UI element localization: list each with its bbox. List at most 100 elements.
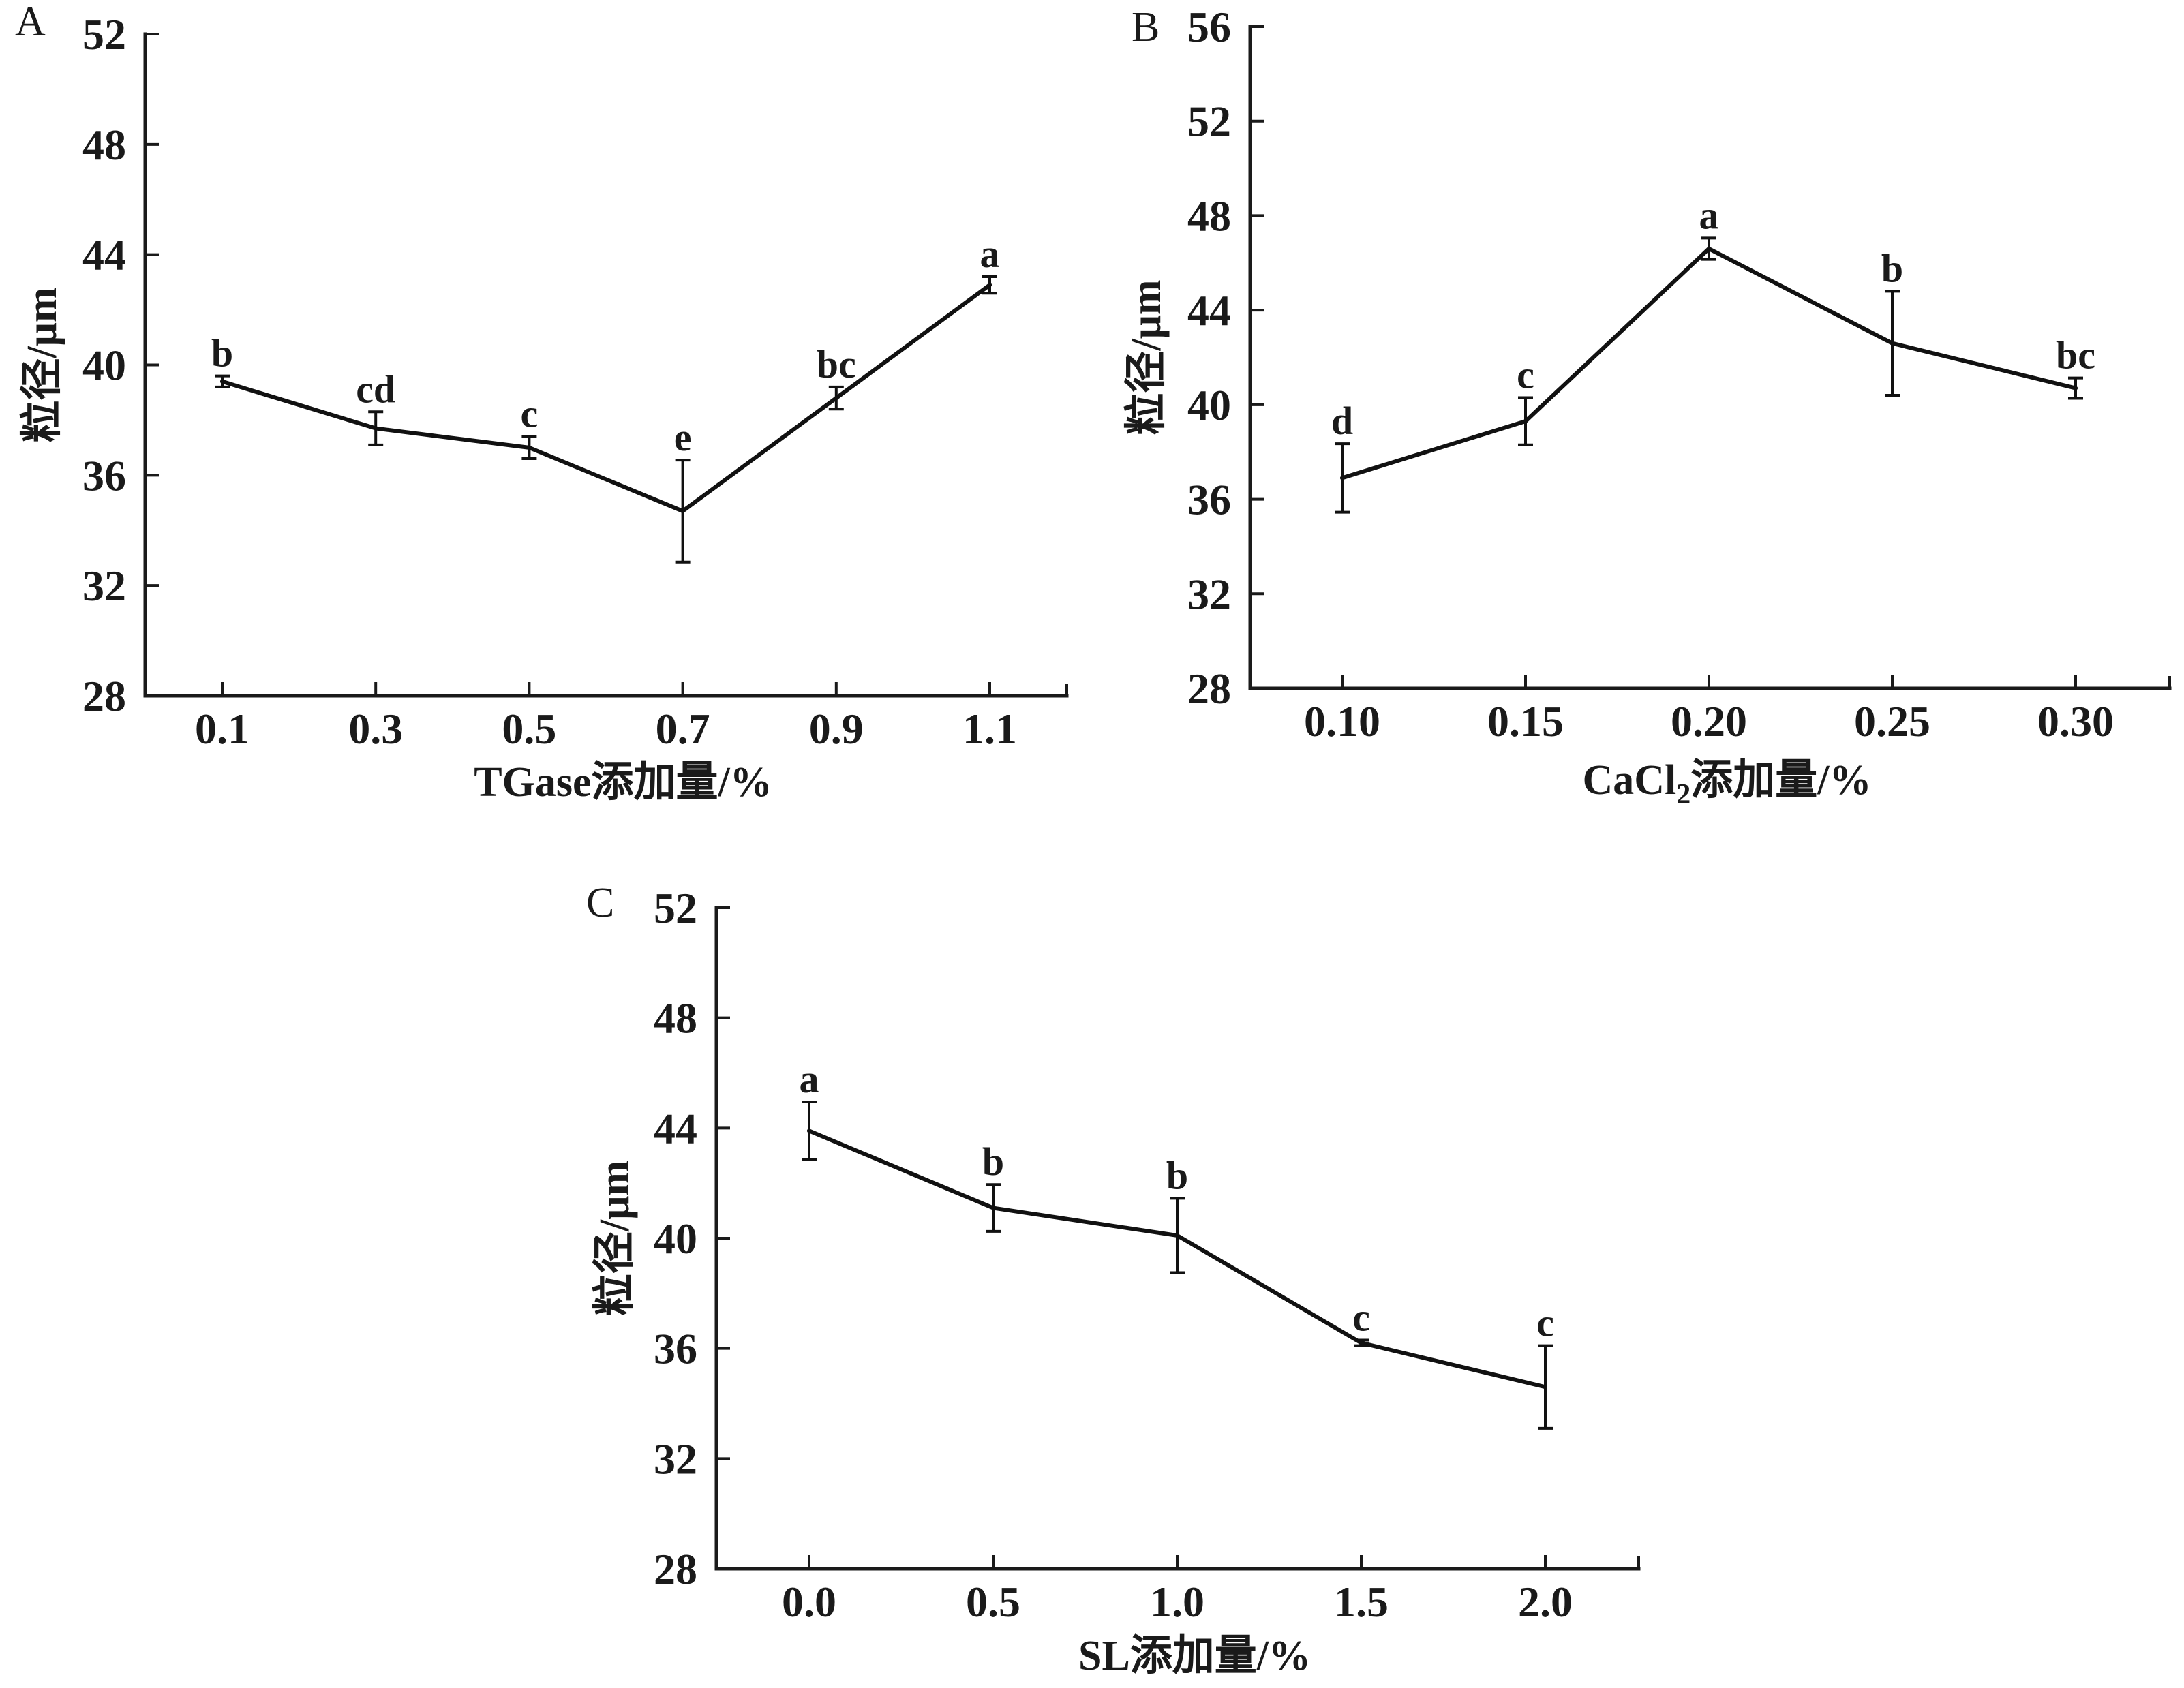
x-axis-title: TGase添加量/% <box>474 759 772 805</box>
y-tick-label: 44 <box>654 1104 697 1152</box>
significance-label: c <box>521 392 539 436</box>
y-tick-label: 52 <box>654 884 697 932</box>
data-point <box>1175 1233 1179 1238</box>
data-point <box>680 508 685 513</box>
x-axis-title-rest: 添加量/% <box>1690 757 1871 803</box>
y-tick-label: 52 <box>1187 97 1231 146</box>
series-line-segment <box>1523 246 1711 424</box>
y-tick-label: 44 <box>1187 286 1231 335</box>
series-line-segment <box>680 396 838 513</box>
x-tick-label: 0.9 <box>809 705 864 753</box>
y-tick-label: 32 <box>654 1434 697 1483</box>
series-line-segment <box>991 1206 1179 1238</box>
series-line-segment <box>1890 341 2078 390</box>
y-axis-title: 粒径/μm <box>1123 279 1170 435</box>
data-point <box>1523 419 1528 424</box>
data-point <box>220 379 224 384</box>
data-point <box>988 283 992 288</box>
data-point <box>807 1129 811 1133</box>
y-tick-label: 36 <box>82 451 126 500</box>
series-line-segment <box>1340 419 1528 480</box>
series-line-segment <box>527 445 685 513</box>
x-tick-label: 0.5 <box>966 1578 1020 1626</box>
y-tick-label: 44 <box>82 231 126 279</box>
data-point <box>1543 1385 1547 1390</box>
x-tick-label: 0.10 <box>1304 697 1380 746</box>
significance-label: a <box>800 1057 819 1101</box>
x-tick-label: 1.0 <box>1150 1578 1204 1626</box>
series-line-segment <box>220 379 378 431</box>
significance-label: cd <box>356 367 395 411</box>
y-tick-label: 32 <box>82 562 126 610</box>
series-line-segment <box>1359 1340 1547 1390</box>
y-axis-title: 粒径/μm <box>18 287 65 442</box>
series-line-segment <box>1707 246 1894 346</box>
y-tick-label: 52 <box>82 10 126 59</box>
data-point <box>991 1206 995 1210</box>
y-tick-label: 28 <box>82 672 126 720</box>
significance-label: c <box>1352 1295 1370 1340</box>
panel-a: A 粒径/μm TGase添加量/% 28 32 36 40 44 48 52 0.1 0.3 0… <box>15 0 1069 805</box>
series-line-segment <box>374 426 532 450</box>
data-point <box>1359 1340 1363 1345</box>
y-axis-title: 粒径/μm <box>591 1161 638 1316</box>
y-tick-label: 56 <box>1187 3 1231 51</box>
data-point <box>374 426 378 431</box>
significance-label: a <box>980 232 1000 276</box>
series-line-segment <box>834 283 992 401</box>
x-axis-title: CaCl2添加量/% <box>1582 757 1871 810</box>
x-tick-label: 2.0 <box>1518 1578 1573 1626</box>
y-tick-label: 28 <box>1187 664 1231 713</box>
y-tick-label: 28 <box>654 1545 697 1593</box>
data-point <box>1340 476 1344 480</box>
x-tick-label: 0.15 <box>1487 697 1564 746</box>
panel-c: C 粒径/μm SL添加量/% 28 32 36 40 44 48 52 0.0 0.5 1.0 1… <box>586 880 1641 1679</box>
x-axis-title-subscript: 2 <box>1676 779 1690 810</box>
data-point <box>2074 386 2078 390</box>
data-point <box>834 396 838 401</box>
y-tick-label: 36 <box>654 1325 697 1373</box>
panel-letter-c: C <box>586 880 614 926</box>
x-tick-label: 0.20 <box>1671 697 1747 746</box>
y-tick-label: 40 <box>654 1214 697 1263</box>
significance-label: a <box>1699 193 1719 237</box>
x-axis-title: SL添加量/% <box>1078 1633 1311 1679</box>
y-tick-label: 48 <box>654 994 697 1043</box>
data-point <box>1890 341 1894 346</box>
significance-label: d <box>1331 399 1353 443</box>
significance-label: b <box>1166 1153 1188 1197</box>
y-tick-label: 40 <box>1187 381 1231 429</box>
significance-label: b <box>211 331 233 375</box>
panel-b: B 粒径/μm CaCl2添加量/% 28 32 36 40 44 48 52 56 0.10 0… <box>1123 3 2172 810</box>
x-tick-label: 0.5 <box>502 705 556 753</box>
significance-label: b <box>1881 246 1903 290</box>
x-tick-label: 1.1 <box>962 705 1017 753</box>
panel-letter-b: B <box>1132 4 1159 50</box>
significance-label: c <box>1536 1301 1554 1345</box>
x-axis-title-main: CaCl <box>1582 757 1676 803</box>
x-tick-label: 0.7 <box>656 705 710 753</box>
data-point <box>527 445 532 450</box>
series-line-segment <box>807 1129 995 1210</box>
panel-letter-a: A <box>15 0 46 45</box>
y-tick-label: 36 <box>1187 476 1231 524</box>
x-tick-label: 0.25 <box>1854 697 1930 746</box>
y-tick-label: 48 <box>82 121 126 169</box>
y-tick-label: 32 <box>1187 570 1231 618</box>
y-tick-label: 48 <box>1187 191 1231 240</box>
significance-label: bc <box>2056 333 2095 378</box>
y-tick-label: 40 <box>82 341 126 390</box>
x-tick-label: 0.30 <box>2037 697 2114 746</box>
significance-label: b <box>982 1139 1004 1184</box>
x-tick-label: 0.0 <box>782 1578 836 1626</box>
data-point <box>1707 246 1711 251</box>
x-tick-label: 0.3 <box>348 705 403 753</box>
x-tick-label: 0.1 <box>195 705 249 753</box>
series-line-segment <box>1175 1233 1363 1345</box>
significance-label: c <box>1517 352 1534 397</box>
significance-label: e <box>674 415 692 459</box>
significance-label: bc <box>817 342 856 386</box>
x-tick-label: 1.5 <box>1334 1578 1389 1626</box>
